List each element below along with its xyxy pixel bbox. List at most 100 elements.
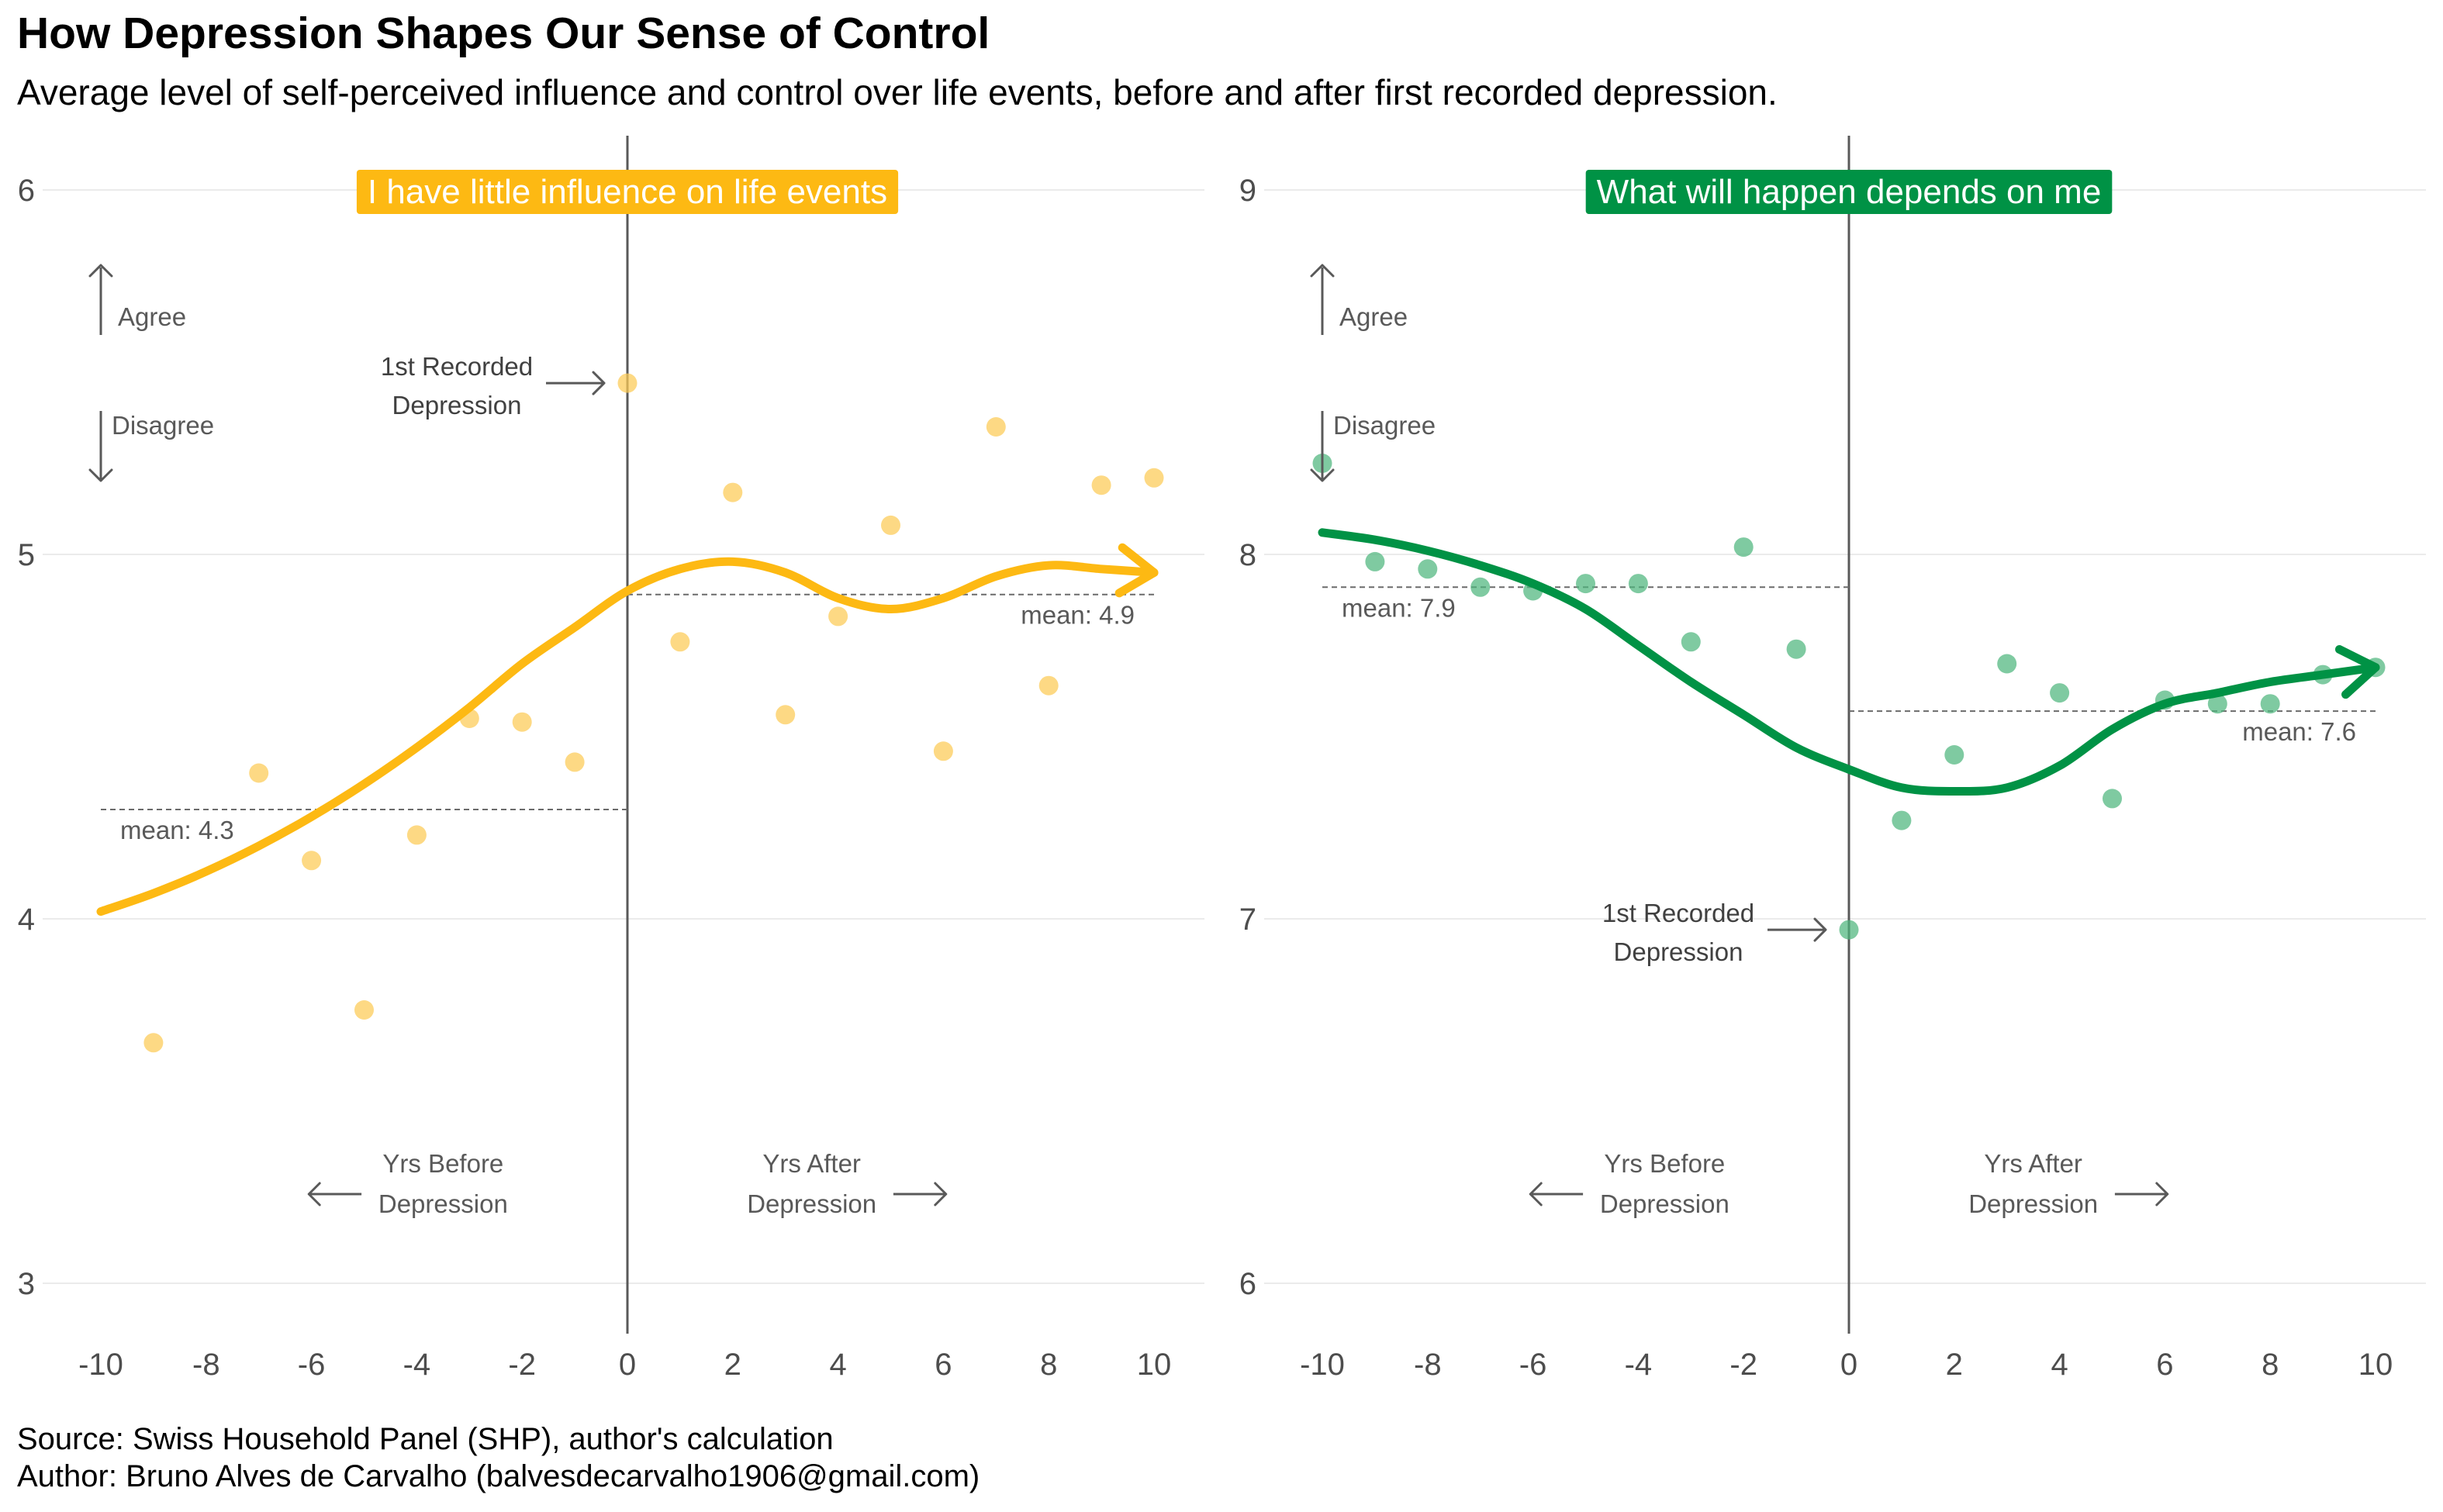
x-tick-label: 2 xyxy=(724,1348,741,1382)
x-tick-label: -8 xyxy=(192,1348,220,1382)
data-point xyxy=(1038,675,1059,696)
data-point xyxy=(933,741,953,761)
panel-label: What will happen depends on me xyxy=(1597,173,2102,211)
trend-line xyxy=(1318,528,2380,796)
data-point xyxy=(1091,475,1111,495)
panel-depends-on-me: 6 7 8 9 -10 -8 -6 -4 -2 0 2 4 6 8 10 mean: 7.9 mean: 7.6… xyxy=(1239,136,2426,1382)
mean-label: mean: 4.9 xyxy=(1021,601,1135,630)
x-tick-label: 8 xyxy=(1040,1348,1057,1382)
chart-canvas: 3 4 5 6 -10 -8 -6 -4 -2 0 2 4 6 8 10 mean: 4.3 mean: 4.9… xyxy=(18,136,2426,1382)
agree-label: Agree xyxy=(1339,302,1408,331)
x-tick-label: -4 xyxy=(1625,1348,1653,1382)
data-point xyxy=(512,712,532,732)
data-point xyxy=(1733,537,1754,558)
data-point xyxy=(2260,694,2280,714)
data-point xyxy=(2050,683,2070,703)
data-point xyxy=(249,763,269,783)
yrs-after-label: Yrs After xyxy=(762,1149,861,1178)
x-tick-label: -4 xyxy=(403,1348,431,1382)
data-point xyxy=(986,417,1006,437)
x-tick-label: -10 xyxy=(78,1348,123,1382)
yrs-before-label: Depression xyxy=(378,1189,508,1218)
mean-label: mean: 7.9 xyxy=(1342,593,1456,622)
data-point xyxy=(617,373,638,393)
data-point xyxy=(354,1000,374,1020)
yrs-after-label: Depression xyxy=(747,1189,876,1218)
yrs-before-label: Yrs Before xyxy=(1604,1149,1725,1178)
first-recorded-label: 1st Recorded xyxy=(381,352,533,381)
x-tick-label: 10 xyxy=(2358,1348,2393,1382)
x-tick-label: 10 xyxy=(1137,1348,1172,1382)
data-point xyxy=(881,515,900,535)
data-point xyxy=(1470,577,1491,597)
yrs-before-arrow-head xyxy=(307,1182,321,1206)
yrs-before-label: Depression xyxy=(1600,1189,1729,1218)
first-recorded-label: Depression xyxy=(392,391,522,419)
yrs-after-label: Depression xyxy=(1968,1189,2098,1218)
data-point xyxy=(143,1033,164,1053)
y-tick-label: 8 xyxy=(1239,538,1256,572)
yrs-after-label: Yrs After xyxy=(1984,1149,2082,1178)
data-point xyxy=(776,705,796,725)
data-point xyxy=(1365,551,1385,571)
data-point xyxy=(1418,559,1438,579)
x-tick-label: 2 xyxy=(1946,1348,1963,1382)
data-point xyxy=(2207,694,2227,714)
data-point xyxy=(1839,920,1859,940)
data-point xyxy=(2103,789,2122,809)
yrs-after-arrow-head xyxy=(2155,1182,2169,1206)
x-tick-label: -2 xyxy=(1729,1348,1757,1382)
x-tick-label: 0 xyxy=(1840,1348,1857,1382)
yrs-before-arrow-head xyxy=(1529,1182,1543,1206)
x-tick-label: 4 xyxy=(2051,1348,2068,1382)
trend-arrow-head xyxy=(2334,645,2380,699)
data-point xyxy=(723,482,743,502)
y-tick-label: 4 xyxy=(18,903,35,937)
data-point xyxy=(1681,632,1701,652)
x-tick-label: -6 xyxy=(298,1348,326,1382)
x-tick-label: -2 xyxy=(508,1348,536,1382)
first-recorded-label: Depression xyxy=(1614,937,1743,966)
agree-label: Agree xyxy=(118,302,186,331)
mean-label: mean: 4.3 xyxy=(120,816,234,844)
yrs-after-arrow-head xyxy=(934,1182,948,1206)
data-point xyxy=(1628,574,1648,594)
x-tick-label: -8 xyxy=(1414,1348,1442,1382)
first-recorded-label: 1st Recorded xyxy=(1602,899,1754,927)
first-recorded-arrow-head xyxy=(1813,917,1827,942)
data-point xyxy=(1786,639,1806,659)
first-recorded-arrow-head xyxy=(592,371,606,395)
panel-label-box xyxy=(1585,170,2113,214)
x-tick-label: 4 xyxy=(829,1348,846,1382)
x-tick-label: 0 xyxy=(619,1348,636,1382)
agree-arrow-head xyxy=(88,264,113,278)
x-tick-label: -10 xyxy=(1300,1348,1345,1382)
data-point xyxy=(302,851,322,871)
panel-label: I have little influence on life events xyxy=(368,173,887,211)
data-point xyxy=(1576,574,1595,594)
trend-arrow-head xyxy=(1114,543,1159,598)
x-tick-label: 8 xyxy=(2262,1348,2279,1382)
data-point xyxy=(1944,745,1964,765)
y-tick-label: 3 xyxy=(18,1267,35,1301)
disagree-label: Disagree xyxy=(112,411,214,440)
panel-label-box xyxy=(356,170,899,214)
y-tick-label: 7 xyxy=(1239,903,1256,937)
disagree-label: Disagree xyxy=(1333,411,1436,440)
chart-title: How Depression Shapes Our Sense of Contr… xyxy=(17,9,990,58)
yrs-before-label: Yrs Before xyxy=(382,1149,503,1178)
x-tick-label: 6 xyxy=(2156,1348,2173,1382)
data-point xyxy=(565,752,585,772)
footer: Source: Swiss Household Panel (SHP), aut… xyxy=(17,1421,980,1495)
y-tick-label: 5 xyxy=(18,538,35,572)
trend-line xyxy=(96,557,1159,917)
author-note: Author: Bruno Alves de Carvalho (balvesd… xyxy=(17,1459,980,1493)
data-point xyxy=(1892,810,1912,830)
data-point xyxy=(1997,654,2017,674)
x-tick-label: 6 xyxy=(935,1348,952,1382)
data-point xyxy=(406,825,427,845)
data-point xyxy=(670,632,690,652)
panel-influence: 3 4 5 6 -10 -8 -6 -4 -2 0 2 4 6 8 10 mean: 4.3 mean: 4.9… xyxy=(18,136,1204,1382)
data-point xyxy=(828,606,848,627)
agree-arrow-head xyxy=(1310,264,1335,278)
